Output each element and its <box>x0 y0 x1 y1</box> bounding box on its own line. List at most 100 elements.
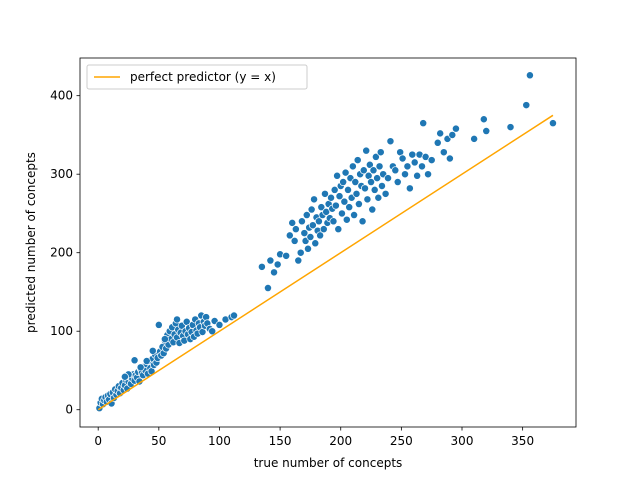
data-point <box>208 327 217 336</box>
data-point <box>297 217 306 226</box>
data-point <box>351 178 360 186</box>
data-point <box>327 193 335 202</box>
data-point <box>311 239 320 248</box>
x-axis-label: true number of concepts <box>254 456 403 470</box>
data-point <box>482 127 491 135</box>
x-tick-label: 300 <box>451 434 474 448</box>
data-point <box>367 178 376 186</box>
data-point <box>202 313 211 322</box>
data-point <box>374 193 383 202</box>
data-point <box>334 225 343 234</box>
data-point <box>307 205 316 214</box>
data-point <box>348 162 357 171</box>
data-point <box>285 231 294 240</box>
data-point <box>345 203 354 212</box>
data-point <box>421 152 430 161</box>
data-point <box>522 101 531 110</box>
data-point <box>142 357 151 366</box>
data-point <box>525 71 534 80</box>
data-point <box>154 320 163 329</box>
data-point <box>136 363 145 372</box>
x-tick-label: 50 <box>151 434 166 448</box>
data-point <box>506 123 515 132</box>
data-point <box>424 170 432 179</box>
data-point <box>215 320 224 329</box>
data-point <box>230 311 238 320</box>
data-point <box>160 335 169 344</box>
legend-label: perfect predictor (y = x) <box>130 70 276 84</box>
data-point <box>352 189 361 198</box>
data-point <box>304 244 312 253</box>
legend-box <box>86 64 308 90</box>
data-point <box>264 284 272 292</box>
data-point <box>354 200 363 208</box>
data-point <box>316 231 325 240</box>
data-point <box>319 225 328 234</box>
x-tick-label: 100 <box>208 434 231 448</box>
data-point <box>363 195 372 204</box>
y-tick-label: 300 <box>50 167 73 181</box>
data-point <box>148 346 157 355</box>
y-tick-label: 0 <box>65 403 73 417</box>
data-point <box>368 205 377 214</box>
data-point <box>365 160 374 169</box>
data-point <box>337 209 346 218</box>
data-point <box>393 178 402 186</box>
data-point <box>549 119 557 128</box>
data-point <box>130 356 139 365</box>
plot-marks <box>95 71 557 413</box>
data-point <box>308 221 317 230</box>
data-point <box>445 154 454 163</box>
data-point <box>359 166 368 175</box>
data-point <box>173 315 181 324</box>
data-point <box>344 185 352 194</box>
data-point <box>300 229 309 238</box>
data-point <box>330 185 339 194</box>
data-point <box>333 171 342 180</box>
data-point <box>306 233 315 241</box>
data-point <box>314 217 323 226</box>
y-tick-label: 100 <box>50 324 73 338</box>
data-point <box>391 166 400 175</box>
data-point <box>317 203 326 212</box>
data-point <box>479 115 488 124</box>
data-point <box>288 218 297 227</box>
data-point <box>296 248 305 257</box>
x-tick-label: 350 <box>511 434 534 448</box>
data-point <box>361 184 369 193</box>
data-point <box>370 185 379 194</box>
data-point <box>448 130 457 139</box>
data-point <box>376 148 385 157</box>
data-point <box>282 251 291 260</box>
y-tick-label: 400 <box>50 89 73 103</box>
x-tick-label: 150 <box>269 434 292 448</box>
data-point <box>273 260 282 269</box>
plot-frame <box>79 57 577 428</box>
data-point <box>433 138 442 147</box>
legend: perfect predictor (y = x) <box>86 64 308 90</box>
data-point <box>373 174 382 183</box>
data-point <box>257 262 266 271</box>
data-point <box>341 168 350 177</box>
data-point <box>290 236 299 245</box>
data-point <box>439 148 448 157</box>
data-point <box>340 197 349 206</box>
data-point <box>358 217 367 226</box>
x-tick-label: 250 <box>390 434 413 448</box>
data-point <box>294 256 303 265</box>
data-point <box>401 170 409 179</box>
data-point <box>266 256 275 265</box>
data-point <box>291 225 300 234</box>
data-point <box>418 162 426 171</box>
data-point <box>331 201 340 210</box>
data-point <box>375 162 384 171</box>
data-point <box>270 268 278 277</box>
x-tick-label: 200 <box>329 434 352 448</box>
data-point <box>369 166 378 175</box>
data-point <box>384 174 392 183</box>
data-point <box>381 189 390 198</box>
axis-ticks: 0 50 100 150 200 250 300 350 0 100 200 300 400 <box>50 89 534 448</box>
data-point <box>321 189 329 198</box>
data-point <box>419 119 428 128</box>
